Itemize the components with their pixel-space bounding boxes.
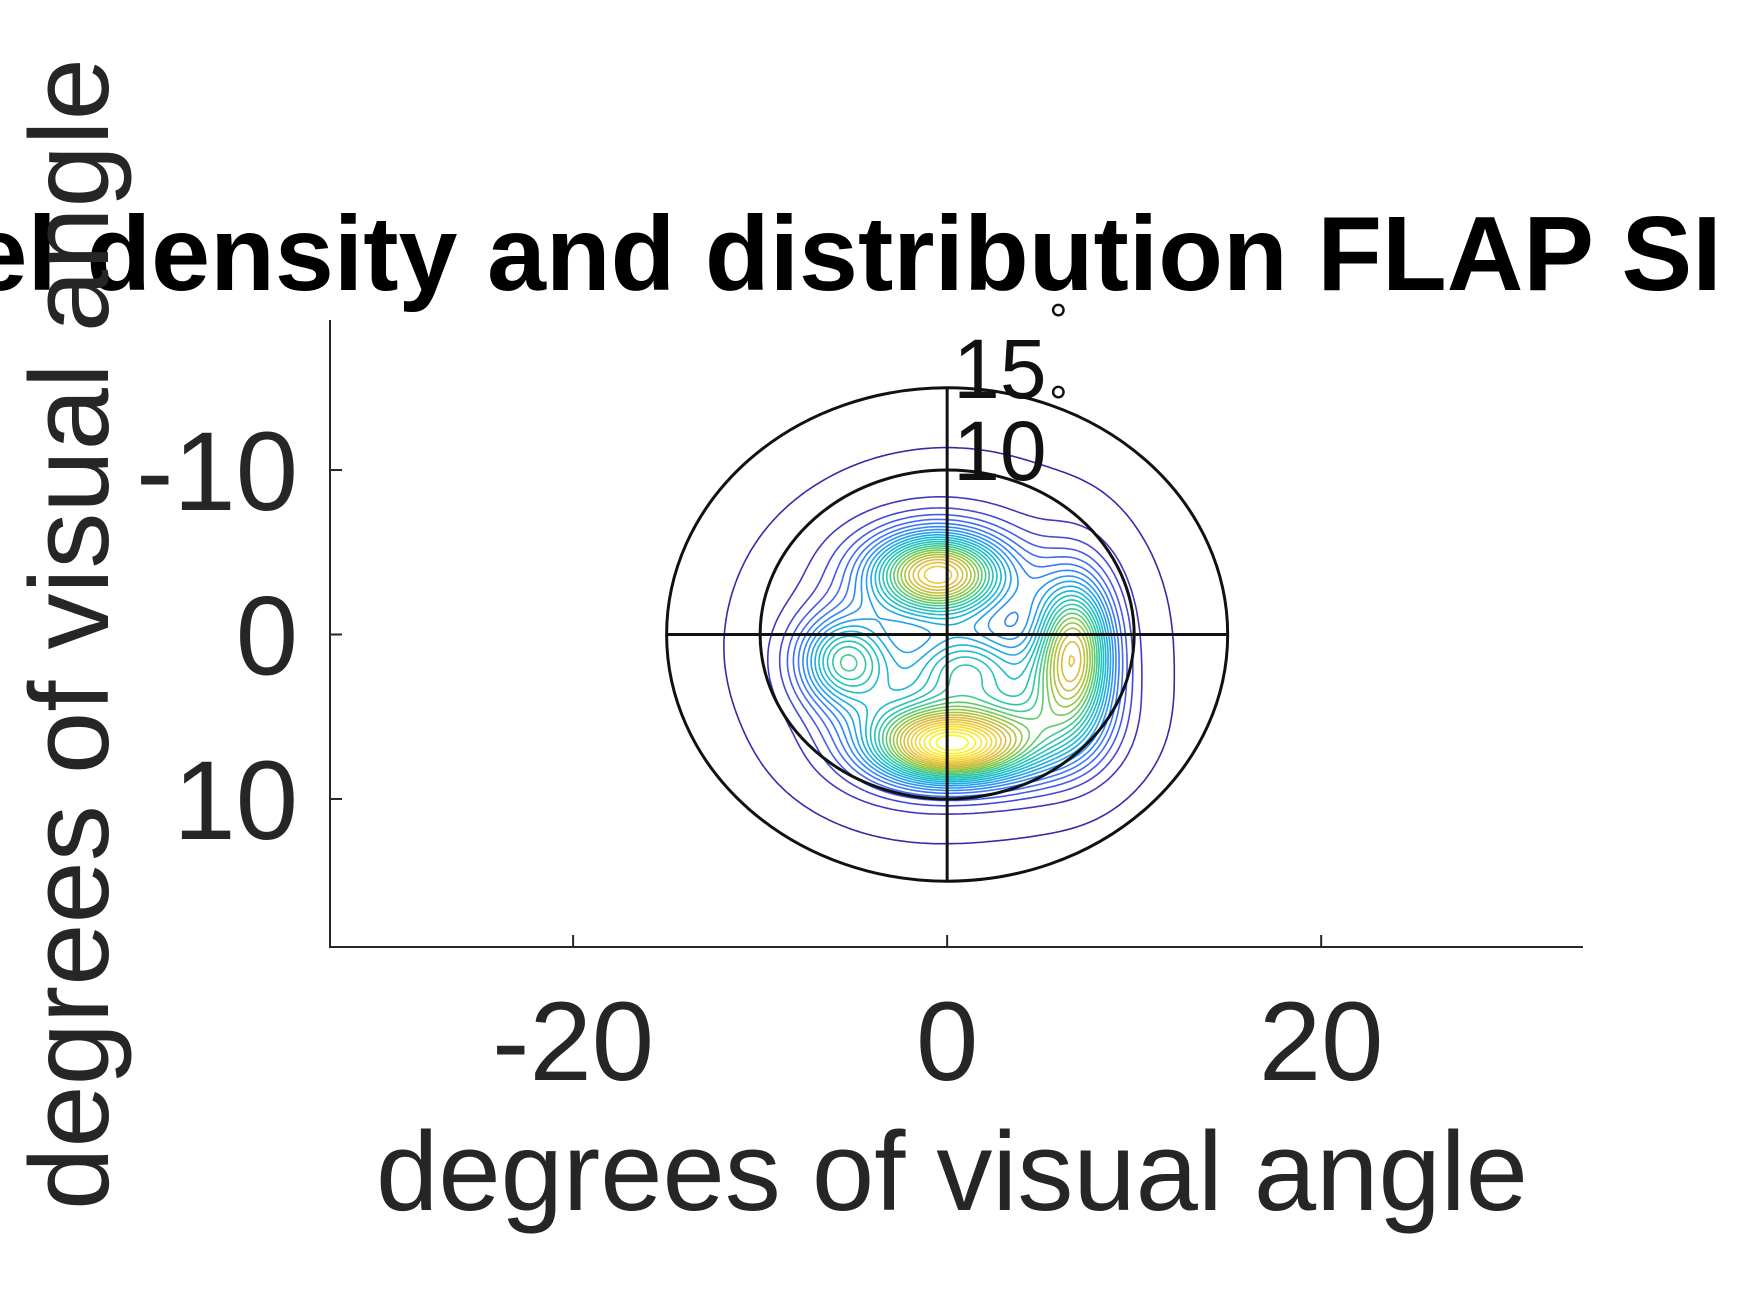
y-axis-label: degrees of visual angle xyxy=(7,58,132,1210)
density-contour-line xyxy=(896,553,1089,770)
degree-symbol: ° xyxy=(1049,376,1067,428)
x-tick-label: 0 xyxy=(916,979,978,1104)
density-contour-line xyxy=(885,547,1096,774)
ring-label-15: 15 xyxy=(953,322,1046,416)
density-contour-line xyxy=(928,731,977,755)
density-contour-line xyxy=(723,446,1176,845)
density-contour-line xyxy=(935,734,970,752)
density-contours xyxy=(723,446,1176,845)
density-contour-line xyxy=(818,536,1107,783)
density-contour-line xyxy=(792,518,1124,798)
y-tick-label: 0 xyxy=(236,574,298,699)
y-tick-label: 10 xyxy=(173,738,298,863)
density-contour-line xyxy=(903,558,1082,767)
density-contour-line xyxy=(889,549,1094,773)
polar-overlay: 10°15° xyxy=(665,294,1230,883)
ticks: -20 0 20 -10 0 10 xyxy=(136,409,1383,1104)
density-contour-line xyxy=(914,723,993,761)
density-contour-line xyxy=(806,528,1114,789)
chart-title: Kernel density and distribution FLAP SI … xyxy=(0,195,1750,313)
degree-symbol: ° xyxy=(1049,294,1067,346)
density-contour-line xyxy=(899,556,1086,768)
density-contour-line xyxy=(923,728,983,757)
density-contour-line xyxy=(767,496,1143,815)
x-tick-label: -20 xyxy=(492,979,654,1104)
density-contour-line xyxy=(810,531,1112,787)
x-axis-label: degrees of visual angle xyxy=(376,1109,1528,1234)
x-tick-label: 20 xyxy=(1259,979,1384,1104)
density-contour-line xyxy=(822,538,1105,781)
y-tick-label: -10 xyxy=(136,409,298,534)
ring-label-10: 10 xyxy=(953,404,1046,498)
density-contour-line xyxy=(918,725,988,759)
density-contour-line xyxy=(778,507,1134,807)
density-contour-line xyxy=(839,545,1098,776)
density-contour-line xyxy=(910,565,998,763)
density-contour-line xyxy=(906,561,1076,765)
density-contour-line xyxy=(826,540,1103,779)
